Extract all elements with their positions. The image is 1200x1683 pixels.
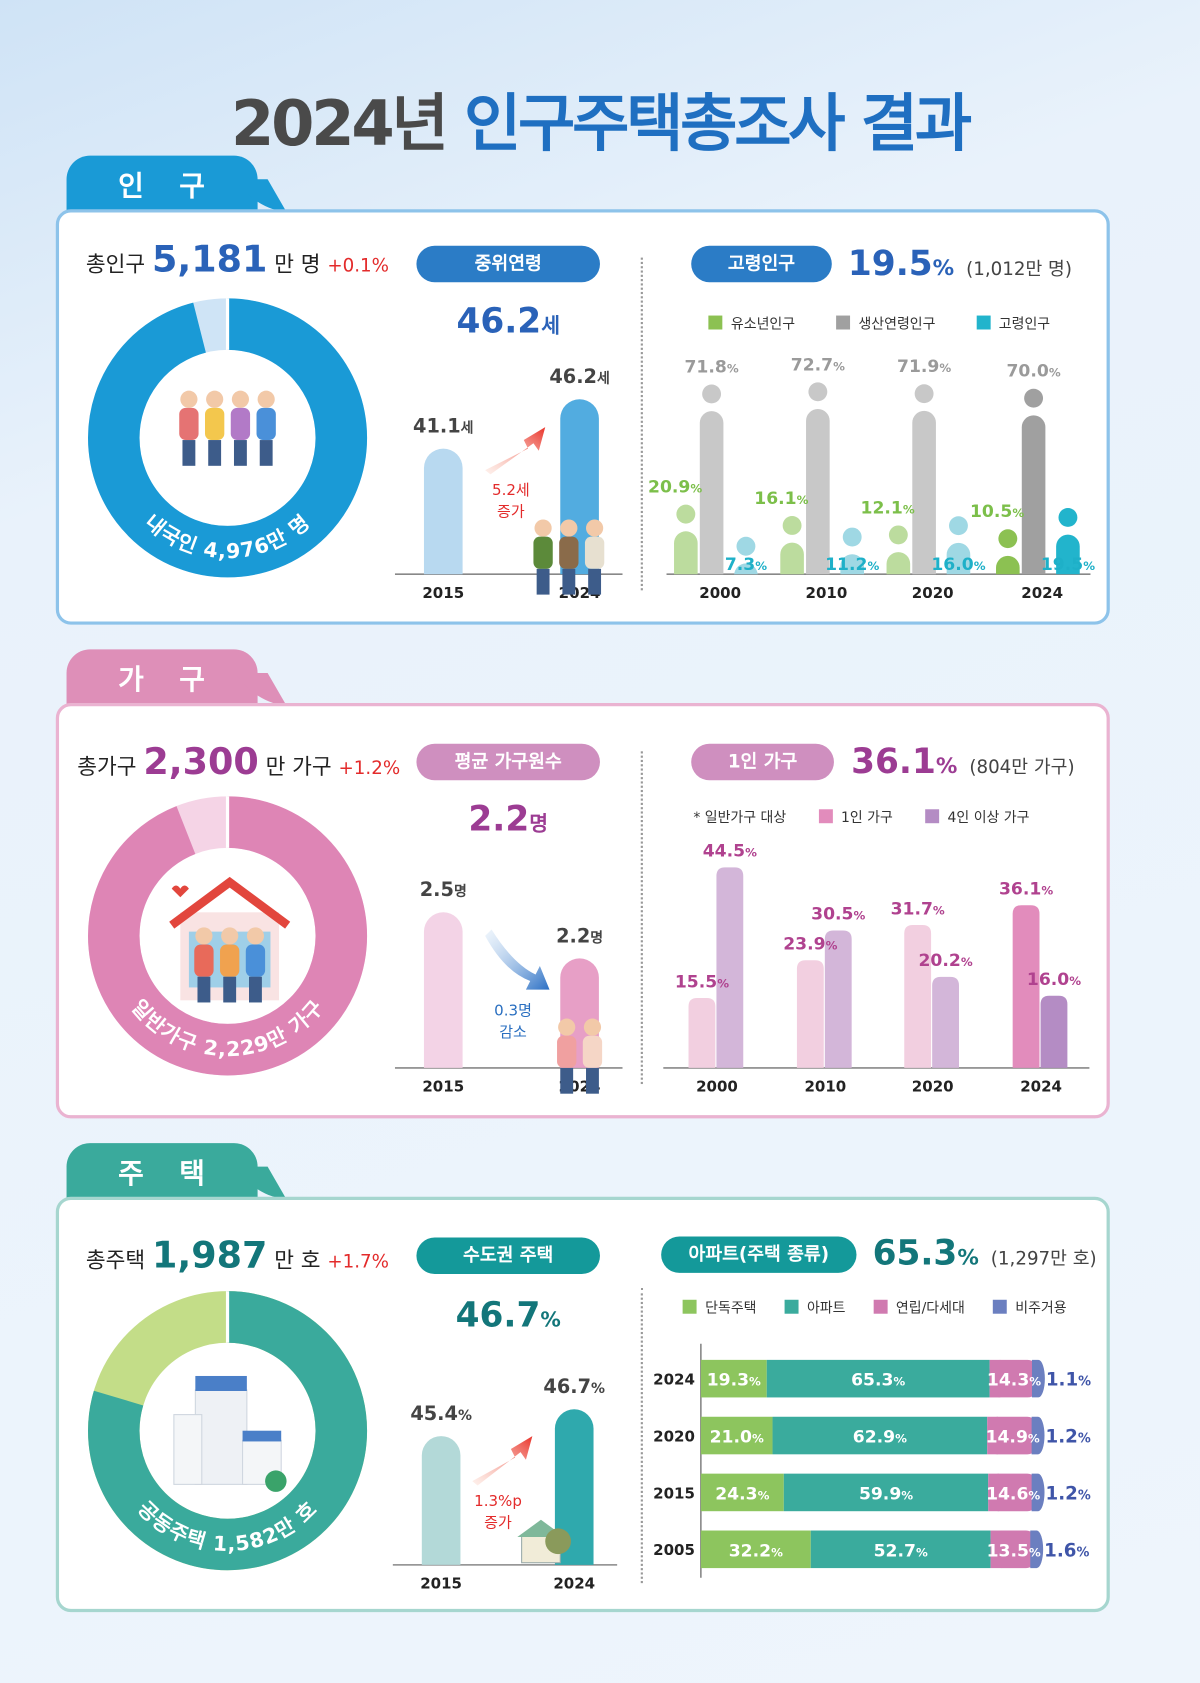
total-value: 5,181 (151, 238, 268, 282)
total-unit: 만 가구 (265, 753, 332, 780)
divider (640, 1287, 643, 1584)
total-change: +1.2% (338, 757, 401, 780)
legend-item: 연립/다세대 (873, 1297, 965, 1317)
footnote: * 일반가구 대상 (693, 810, 787, 827)
elderly-legend: 유소년인구 생산연령인구 고령인구 (708, 312, 1050, 333)
legend-swatch (818, 809, 833, 824)
legend-swatch (925, 809, 939, 824)
unit: 세 (541, 314, 560, 339)
unit: % (540, 1308, 561, 1332)
change-amount: 1.3%p (474, 1492, 522, 1511)
unit: 명 (529, 812, 549, 837)
total-unit: 만 명 (274, 251, 321, 277)
value: 65.3 (872, 1232, 958, 1273)
metro-change-note: 1.3%p 증가 (465, 1491, 532, 1534)
change-amount: 0.3명 (494, 1002, 532, 1020)
unit: % (932, 254, 955, 281)
legend-item: 1인 가구 (818, 806, 893, 826)
change-word: 감소 (499, 1023, 527, 1042)
legend-item: 단독주택 (682, 1297, 757, 1317)
median-age-value: 46.2세 (416, 301, 600, 342)
value: 19.5 (847, 242, 933, 284)
total-label: 총주택 (85, 1247, 146, 1273)
title-year: 2024년 (231, 86, 449, 160)
legend-item: 비주거용 (992, 1297, 1067, 1317)
value: 36.1 (851, 740, 936, 782)
single-legend: * 일반가구 대상 1인 가구 4인 이상 가구 (693, 806, 1029, 826)
unit: % (935, 752, 958, 779)
total-change: +1.7% (327, 1251, 390, 1273)
legend-swatch (976, 315, 991, 330)
total-change: +0.1% (327, 255, 390, 277)
legend-item: 유소년인구 (708, 312, 795, 333)
value: 46.2 (456, 300, 542, 342)
median-age-pill: 중위연령 (416, 245, 600, 283)
legend-swatch (708, 315, 723, 330)
single-household-headline: 36.1% (804만 가구) (851, 741, 1074, 782)
total-value: 2,300 (143, 740, 259, 784)
single-household-pill: 1인 가구 (691, 743, 834, 781)
housing-legend: 단독주택 아파트 연립/다세대 비주거용 (682, 1297, 1067, 1317)
change-word: 증가 (484, 1514, 512, 1532)
total-housing: 총주택 1,987 만 호 +1.7% (86, 1234, 389, 1277)
change-word: 증가 (497, 503, 525, 521)
change-amount: 5.2세 (492, 481, 530, 500)
metro-housing-value: 46.7% (416, 1294, 600, 1335)
legend-swatch (992, 1299, 1007, 1314)
divider (640, 257, 643, 591)
legend-item: 4인 이상 가구 (925, 806, 1029, 826)
metro-housing-pill: 수도권 주택 (416, 1237, 600, 1275)
household-size-pill: 평균 가구원수 (416, 743, 600, 781)
title-main: 인구주택총조사 결과 (463, 86, 972, 160)
note: (1,012만 명) (966, 258, 1072, 281)
note: (1,297만 호) (990, 1248, 1097, 1270)
household-size-value: 2.2명 (416, 799, 600, 840)
tab-population: 인 구 (66, 155, 258, 212)
total-label: 총가구 (77, 753, 137, 780)
unit: % (957, 1243, 979, 1270)
total-unit: 만 호 (274, 1247, 321, 1273)
tab-housing: 주 택 (66, 1143, 258, 1199)
legend-swatch (873, 1299, 888, 1314)
legend-item: 생산연령인구 (835, 312, 935, 333)
total-households: 총가구 2,300 만 가구 +1.2% (77, 741, 400, 784)
tab-household: 가 구 (66, 649, 258, 706)
elderly-headline: 19.5% (1,012만 명) (848, 243, 1072, 284)
legend-item: 고령인구 (976, 312, 1050, 333)
divider (640, 751, 643, 1085)
legend-item: 아파트 (784, 1297, 845, 1317)
apartment-headline: 65.3% (1,297만 호) (873, 1232, 1097, 1273)
total-label: 총인구 (85, 251, 146, 277)
elderly-pill: 고령인구 (691, 245, 832, 283)
total-population: 총인구 5,181 만 명 +0.1% (86, 238, 389, 281)
legend-swatch (682, 1299, 697, 1314)
value: 2.2 (468, 798, 530, 840)
legend-swatch (784, 1299, 799, 1314)
page-title: 2024년 인구주택총조사 결과 (0, 73, 1200, 163)
value: 46.7 (455, 1294, 541, 1336)
total-value: 1,987 (151, 1234, 268, 1278)
note: (804만 가구) (969, 756, 1075, 779)
apartment-pill: 아파트(주택 종류) (661, 1236, 857, 1273)
legend-swatch (835, 315, 850, 330)
